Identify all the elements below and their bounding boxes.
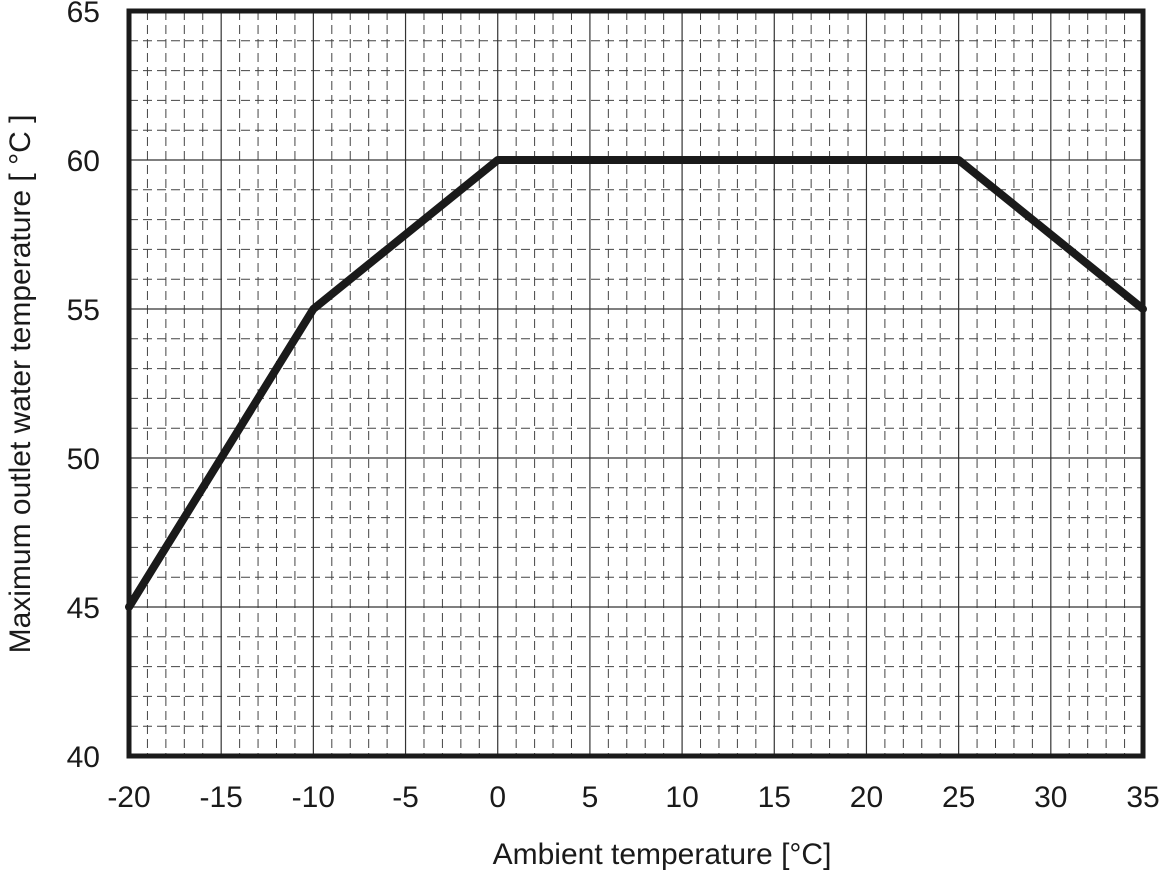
y-tick-labels: 40 45 50 55 60 65 bbox=[67, 0, 100, 774]
x-tick-label: 20 bbox=[850, 781, 883, 814]
grid-minor bbox=[129, 11, 1143, 756]
series-point bbox=[958, 159, 960, 161]
x-tick-label: 25 bbox=[942, 781, 975, 814]
series-line bbox=[125, 156, 1147, 611]
y-tick-label: 65 bbox=[67, 0, 100, 29]
y-tick-label: 40 bbox=[67, 741, 100, 774]
x-tick-label: 30 bbox=[1034, 781, 1067, 814]
series-point bbox=[312, 308, 314, 310]
grid-major bbox=[128, 10, 1144, 757]
x-axis-label: Ambient temperature [°C] bbox=[493, 838, 832, 871]
y-tick-label: 55 bbox=[67, 294, 100, 327]
x-tick-label: -10 bbox=[292, 781, 335, 814]
series-point bbox=[497, 159, 499, 161]
x-tick-label: -20 bbox=[107, 781, 150, 814]
x-tick-label: -15 bbox=[200, 781, 243, 814]
y-tick-label: 45 bbox=[67, 592, 100, 625]
y-tick-label: 60 bbox=[67, 145, 100, 178]
x-tick-label: 0 bbox=[489, 781, 506, 814]
x-tick-label: 5 bbox=[582, 781, 599, 814]
y-tick-label: 50 bbox=[67, 443, 100, 476]
x-tick-label: -5 bbox=[392, 781, 419, 814]
x-tick-label: 15 bbox=[758, 781, 791, 814]
x-tick-labels: -20 -15 -10 -5 0 5 10 15 20 25 30 35 bbox=[107, 781, 1159, 814]
x-tick-label: 10 bbox=[665, 781, 698, 814]
plot-frame bbox=[126, 8, 1146, 759]
y-axis-label: Maximum outlet water temperature [ °C ] bbox=[4, 115, 37, 654]
series-layer bbox=[125, 156, 1147, 611]
x-tick-label: 35 bbox=[1126, 781, 1159, 814]
